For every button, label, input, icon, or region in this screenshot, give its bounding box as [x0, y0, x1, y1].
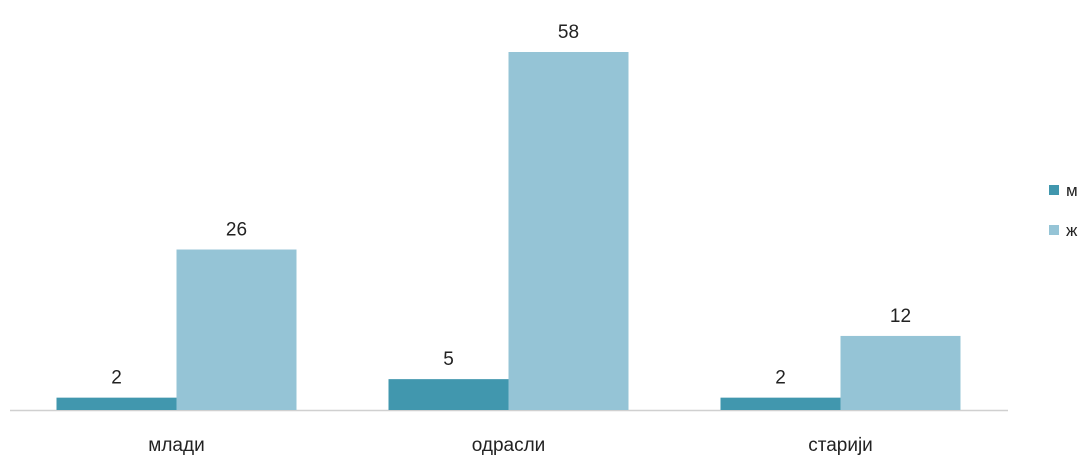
bars-layer [56, 52, 961, 410]
legend-swatch-ж [1049, 225, 1059, 235]
bar-м-0 [56, 397, 177, 410]
legend: мж [1049, 181, 1078, 240]
category-label-1: одрасли [472, 435, 546, 456]
legend-swatch-м [1049, 185, 1059, 195]
data-label-ж-1: 58 [558, 22, 579, 43]
legend-label-ж: ж [1066, 221, 1078, 240]
bar-м-1 [388, 379, 509, 410]
bar-м-2 [720, 397, 841, 410]
value-labels-layer: 2 26 5 58 2 12 [111, 22, 911, 389]
category-label-0: млади [148, 435, 204, 456]
data-label-м-2: 2 [775, 368, 786, 389]
category-label-2: старији [808, 435, 873, 456]
data-label-ж-2: 12 [890, 306, 911, 327]
bar-ж-1 [508, 52, 629, 410]
bar-ж-0 [176, 249, 297, 410]
data-label-ж-0: 26 [226, 220, 247, 241]
category-labels-layer: млади одрасли старији [148, 435, 873, 456]
legend-label-м: м [1066, 181, 1078, 200]
data-label-м-1: 5 [443, 349, 454, 370]
bar-ж-2 [840, 335, 961, 410]
data-label-м-0: 2 [111, 368, 122, 389]
